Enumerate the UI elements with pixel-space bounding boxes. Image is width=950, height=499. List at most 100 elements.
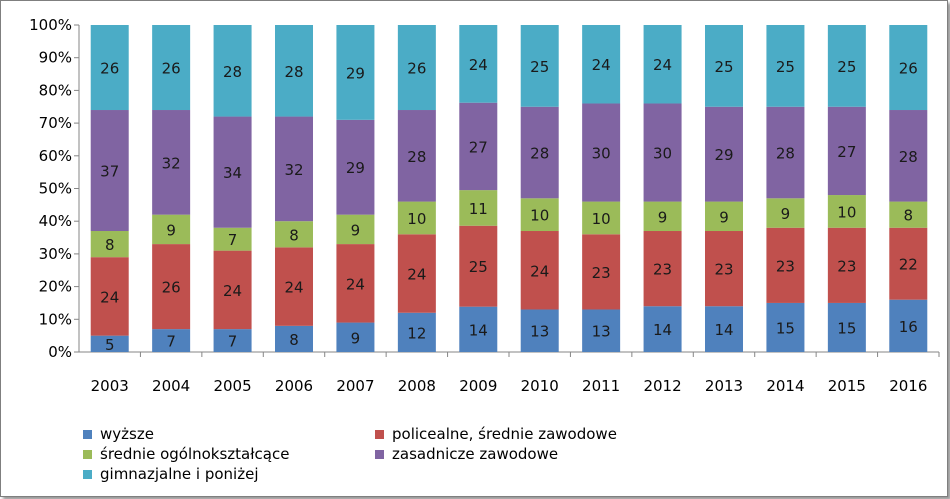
bar-segment-policealne-2015 [827, 227, 866, 303]
data-label: 8 [105, 236, 115, 254]
data-label: 25 [776, 58, 795, 76]
bar-segment-gimnazjalne-2012 [643, 25, 682, 104]
data-label: 29 [346, 159, 365, 177]
data-label: 13 [530, 323, 549, 341]
data-label: 13 [592, 323, 611, 341]
data-label: 24 [223, 282, 242, 300]
data-label: 24 [407, 266, 426, 284]
data-label: 23 [714, 261, 733, 279]
bar-segment-policealne-2005 [213, 250, 252, 330]
legend-item: wyższe [83, 425, 154, 443]
data-label: 9 [166, 221, 176, 239]
data-label: 25 [530, 58, 549, 76]
bar-segment-wyższe-2008 [397, 312, 436, 352]
data-label: 37 [100, 163, 119, 181]
data-label: 25 [714, 58, 733, 76]
bar-segment-zasadnicze-2014 [766, 106, 805, 199]
x-tick-label: 2010 [521, 377, 559, 395]
bar-segment-średnie-2006 [275, 221, 313, 248]
data-label: 26 [899, 60, 918, 78]
bar-segment-zasadnicze-2008 [397, 110, 436, 202]
bar-segment-zasadnicze-2004 [152, 110, 191, 215]
data-label: 25 [837, 58, 856, 76]
legend-item: gimnazjalne i poniżej [83, 465, 258, 483]
x-tick-label: 2013 [705, 377, 743, 395]
y-tick-label: 20% [39, 278, 72, 296]
bar-segment-gimnazjalne-2005 [213, 25, 252, 117]
data-label: 7 [228, 333, 238, 351]
data-label: 23 [776, 257, 795, 275]
data-label: 32 [162, 154, 181, 172]
data-label: 26 [162, 60, 181, 78]
legend-swatch [83, 449, 92, 459]
bar-segment-zasadnicze-2007 [336, 119, 375, 215]
bar-segment-zasadnicze-2012 [643, 103, 682, 202]
data-label: 23 [592, 264, 611, 282]
bar-segment-policealne-2004 [152, 244, 191, 330]
legend-swatch [83, 429, 92, 439]
bar-segment-wyższe-2016 [889, 299, 928, 352]
data-label: 9 [781, 205, 791, 223]
bar-segment-zasadnicze-2011 [582, 103, 621, 202]
data-label: 25 [469, 258, 488, 276]
bar-segment-średnie-2011 [582, 201, 621, 235]
bar-segment-gimnazjalne-2003 [90, 25, 129, 111]
bar-segment-gimnazjalne-2011 [582, 25, 621, 104]
data-label: 28 [530, 145, 549, 163]
bar-segment-zasadnicze-2016 [889, 110, 928, 202]
data-label: 24 [653, 56, 672, 74]
data-label: 28 [223, 63, 242, 81]
bar-segment-średnie-2003 [90, 231, 129, 258]
x-tick-label: 2008 [398, 377, 436, 395]
stacked-bar-chart: 0% 10% 20% 30% 40% 50% 60% 70% 80% 90% 100% 5 24 8 37 2… [29, 16, 940, 395]
bar-segment-gimnazjalne-2014 [766, 25, 805, 107]
bar-segment-zasadnicze-2010 [520, 106, 559, 199]
data-label: 24 [100, 288, 119, 306]
y-tick-label: 60% [39, 147, 72, 165]
data-label: 14 [469, 321, 488, 339]
data-label: 7 [228, 231, 238, 249]
data-label: 14 [653, 321, 672, 339]
bar-segment-wyższe-2009 [459, 306, 498, 352]
data-label: 10 [837, 203, 856, 221]
data-label: 15 [776, 319, 795, 337]
legend-item: średnie ogólnokształcące [83, 445, 289, 463]
bar-segment-zasadnicze-2003 [90, 110, 129, 232]
data-label: 29 [346, 64, 365, 82]
legend-label: średnie ogólnokształcące [100, 445, 290, 463]
bar-segment-policealne-2011 [582, 234, 621, 310]
bar-segment-średnie-2009 [459, 190, 498, 226]
bar-segment-policealne-2006 [275, 247, 313, 326]
data-label: 27 [837, 143, 856, 161]
x-tick-label: 2009 [459, 377, 497, 395]
data-label: 24 [592, 56, 611, 74]
x-tick-label: 2011 [582, 377, 620, 395]
bar-segment-gimnazjalne-2016 [889, 25, 928, 111]
y-tick-label: 70% [39, 114, 72, 132]
bar-segment-średnie-2016 [889, 201, 928, 228]
bar-segment-wyższe-2015 [827, 302, 866, 352]
data-label: 28 [899, 148, 918, 166]
bar-segment-średnie-2010 [520, 198, 559, 232]
y-tick-label: 90% [39, 49, 72, 67]
bar-segment-policealne-2003 [90, 257, 129, 336]
bar-segment-gimnazjalne-2015 [827, 25, 866, 107]
bar-segment-gimnazjalne-2013 [705, 25, 743, 107]
legend-item: zasadnicze zawodowe [375, 445, 558, 463]
data-label: 10 [407, 210, 426, 228]
bar-segment-policealne-2010 [520, 231, 559, 310]
data-label: 26 [407, 60, 426, 78]
y-tick-label: 0% [48, 343, 72, 361]
data-label: 28 [407, 148, 426, 166]
bar-segment-zasadnicze-2006 [275, 116, 313, 222]
data-label: 26 [100, 60, 119, 78]
data-label: 14 [714, 321, 733, 339]
bar-segment-gimnazjalne-2010 [520, 25, 559, 107]
data-label: 10 [530, 207, 549, 225]
bar-segment-wyższe-2003 [90, 335, 129, 352]
data-label: 28 [776, 145, 795, 163]
data-label: 9 [351, 329, 361, 347]
x-tick-label: 2003 [91, 377, 129, 395]
legend-label: policealne, średnie zawodowe [392, 425, 617, 443]
